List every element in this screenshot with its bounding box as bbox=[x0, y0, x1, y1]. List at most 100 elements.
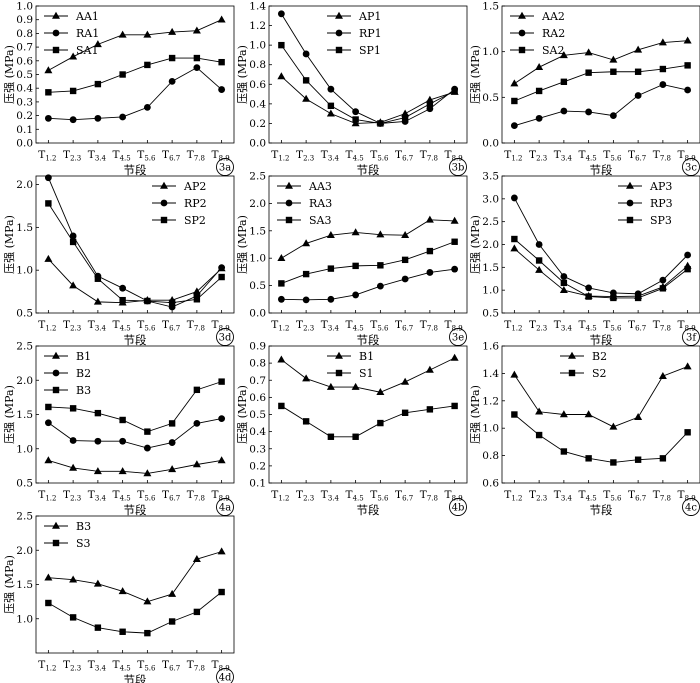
data-point bbox=[69, 116, 77, 124]
legend-marker bbox=[626, 199, 634, 207]
x-tick-label: T2.3 bbox=[529, 149, 547, 163]
data-point bbox=[93, 467, 102, 475]
data-point bbox=[193, 296, 201, 303]
legend-label: AP2 bbox=[183, 180, 206, 193]
y-tick-label: 2.0 bbox=[16, 375, 33, 387]
data-point bbox=[535, 431, 543, 439]
panel-badge: 3a bbox=[219, 163, 231, 174]
panel-badge-ring bbox=[449, 328, 467, 346]
x-tick-label: T5.6 bbox=[370, 149, 389, 163]
series-sp3 bbox=[511, 235, 691, 302]
y-tick-label: 0.6 bbox=[16, 55, 33, 67]
data-point bbox=[168, 439, 176, 446]
data-point bbox=[352, 108, 360, 116]
y-tick-label: 0.7 bbox=[249, 375, 266, 387]
x-tick-label: T6.7 bbox=[628, 489, 646, 503]
data-point bbox=[192, 26, 201, 34]
y-tick-label: 2.0 bbox=[16, 545, 33, 557]
y-tick-label: 0.6 bbox=[249, 392, 266, 404]
data-point bbox=[684, 62, 691, 69]
data-point bbox=[425, 365, 434, 373]
legend-marker bbox=[52, 11, 60, 19]
data-point bbox=[277, 72, 286, 80]
x-tick-label: T4.5 bbox=[579, 149, 597, 163]
data-point bbox=[352, 116, 359, 123]
legend-marker bbox=[626, 181, 634, 189]
data-point bbox=[560, 273, 568, 280]
data-point bbox=[193, 386, 201, 394]
y-axis-label: 压强 (MPa) bbox=[3, 555, 16, 614]
x-tick-label: T7.8 bbox=[420, 149, 438, 163]
x-tick-label: T8.9 bbox=[212, 149, 230, 163]
y-tick-label: 1.0 bbox=[482, 285, 499, 297]
data-point bbox=[560, 78, 568, 86]
data-point bbox=[193, 420, 201, 427]
series-b2 bbox=[44, 415, 226, 452]
x-axis-label: 节段 bbox=[590, 163, 613, 177]
x-tick-label: T7.8 bbox=[187, 659, 205, 673]
data-point bbox=[559, 410, 568, 418]
plot-frame bbox=[501, 5, 700, 144]
data-point bbox=[94, 437, 102, 445]
data-point bbox=[377, 120, 384, 127]
x-tick-label: T8.9 bbox=[212, 659, 230, 673]
x-tick-label: T7.8 bbox=[420, 489, 438, 503]
data-point bbox=[585, 455, 592, 462]
y-tick-label: 2.5 bbox=[16, 511, 33, 523]
data-point bbox=[218, 415, 226, 423]
data-point bbox=[450, 353, 459, 361]
data-point bbox=[168, 465, 177, 473]
x-tick-label: T5.6 bbox=[603, 489, 622, 503]
series-line bbox=[514, 64, 688, 102]
series-b1 bbox=[277, 353, 459, 396]
y-tick-label: 0.9 bbox=[249, 341, 266, 353]
y-tick-label: 1.5 bbox=[482, 1, 499, 13]
data-point bbox=[69, 52, 78, 60]
data-point bbox=[634, 456, 642, 463]
data-point bbox=[451, 402, 458, 410]
data-point bbox=[610, 68, 617, 75]
legend-label: S1 bbox=[359, 367, 374, 380]
x-tick-label: T2.3 bbox=[63, 149, 81, 163]
x-tick-label: T8.9 bbox=[445, 319, 463, 333]
y-tick-label: 1.0 bbox=[16, 1, 33, 13]
x-tick-label: T1.2 bbox=[38, 489, 56, 503]
x-axis-label: 节段 bbox=[357, 163, 380, 177]
data-point bbox=[193, 54, 201, 62]
chart-panel-3b: 0.0 0.2 0.4 0.6 0.8 1.0 1.2 1.4 T1.2 T2.3 T3.4 T4.5… bbox=[236, 1, 468, 177]
panel-badge-ring bbox=[216, 158, 234, 176]
data-point bbox=[302, 94, 311, 102]
chart-panel-3f: 0.5 1.0 1.5 2.0 2.5 3.0 3.5 T1.2 T2.3 T3.4 T4.5 T5.… bbox=[469, 171, 700, 347]
data-point bbox=[69, 614, 77, 621]
y-tick-label: 1.2 bbox=[249, 20, 266, 32]
y-tick-label: 0.2 bbox=[249, 118, 266, 130]
series-line bbox=[47, 203, 222, 304]
data-point bbox=[193, 608, 201, 616]
y-tick-label: 0.5 bbox=[16, 69, 33, 81]
x-tick-label: T6.7 bbox=[162, 319, 180, 333]
data-point bbox=[44, 573, 53, 581]
series-b3 bbox=[45, 378, 225, 435]
data-point bbox=[217, 547, 226, 555]
x-tick-label: T1.2 bbox=[38, 659, 56, 673]
y-tick-label: 1.0 bbox=[249, 253, 266, 265]
data-point bbox=[426, 406, 434, 413]
y-tick-label: 0.3 bbox=[249, 443, 266, 455]
x-tick-label: T8.9 bbox=[678, 319, 696, 333]
data-point bbox=[192, 287, 201, 295]
y-tick-label: 0.4 bbox=[249, 98, 266, 110]
plot-frame bbox=[268, 175, 468, 314]
data-point bbox=[659, 455, 667, 462]
legend-label: AA2 bbox=[541, 10, 565, 23]
data-point bbox=[168, 420, 176, 427]
data-point bbox=[658, 371, 667, 379]
data-point bbox=[535, 62, 544, 70]
series-s3 bbox=[45, 588, 225, 637]
data-point bbox=[659, 276, 667, 284]
data-point bbox=[609, 289, 617, 297]
data-point bbox=[609, 55, 618, 63]
panel-badge-ring bbox=[449, 498, 467, 516]
data-point bbox=[401, 275, 409, 283]
series-line bbox=[281, 405, 455, 438]
